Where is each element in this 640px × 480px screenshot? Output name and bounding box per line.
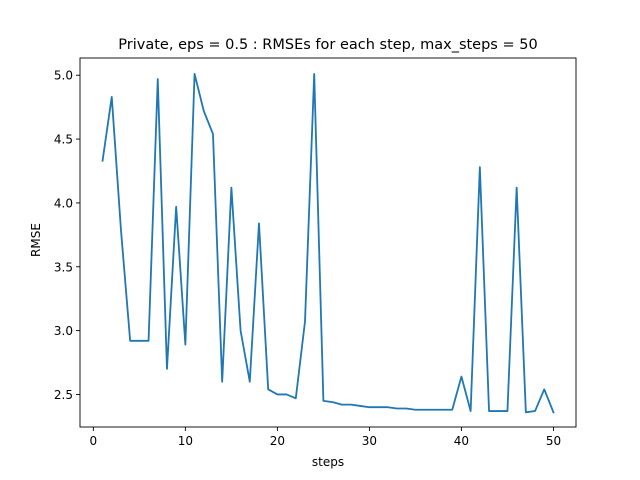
x-tick-label: 40 bbox=[454, 434, 469, 448]
x-tick-label: 10 bbox=[178, 434, 193, 448]
y-tick-label: 3.0 bbox=[54, 324, 73, 338]
x-tick-label: 50 bbox=[546, 434, 561, 448]
y-tick-label: 4.0 bbox=[54, 196, 73, 210]
x-axis-label: steps bbox=[312, 455, 344, 469]
y-tick-label: 4.5 bbox=[54, 133, 73, 147]
plot-area bbox=[101, 73, 555, 414]
axes: 0 10 20 30 40 50 2.5 3.0 3.5 4.0 4.5 5.0 bbox=[54, 57, 577, 448]
x-tick-label: 30 bbox=[362, 434, 377, 448]
y-axis-label: RMSE bbox=[29, 223, 43, 257]
y-tick-label: 2.5 bbox=[54, 388, 73, 402]
chart-title: Private, eps = 0.5 : RMSEs for each step… bbox=[118, 37, 537, 53]
plot-frame bbox=[79, 57, 577, 428]
series-line-0 bbox=[101, 73, 555, 414]
y-tick-label: 5.0 bbox=[54, 69, 73, 83]
y-tick-label: 3.5 bbox=[54, 260, 73, 274]
x-tick-label: 20 bbox=[270, 434, 285, 448]
x-tick-label: 0 bbox=[90, 434, 98, 448]
